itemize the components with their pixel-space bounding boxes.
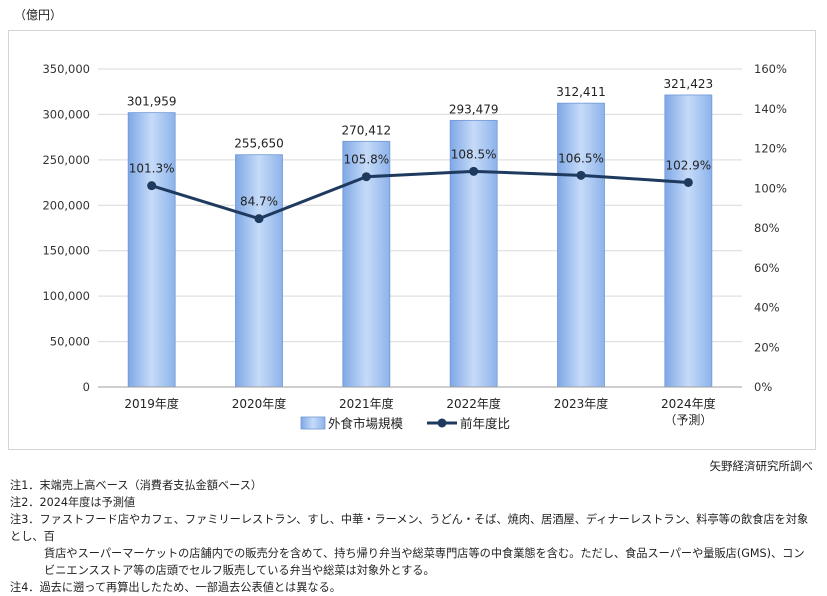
bar-value-label: 312,411: [556, 85, 606, 99]
bar: [664, 94, 713, 388]
y-right-tick-label: 20%: [754, 340, 780, 354]
x-tick-label: 2019年度: [124, 396, 179, 411]
y-axis-unit-label: （億円）: [14, 8, 63, 22]
y-left-tick-label: 150,000: [42, 244, 90, 258]
gridlines: [98, 68, 742, 343]
x-tick-label: 2024年度: [661, 396, 716, 411]
ratio-value-label: 84.7%: [240, 195, 278, 209]
note-3-cont-1: 貨店やスーパーマーケットの店舗内での販売分を含めて、持ち帰り弁当や総菜専門店等の…: [44, 547, 805, 560]
y-left-tick-label: 350,000: [42, 62, 90, 76]
y-left-tick-label: 100,000: [42, 289, 90, 303]
y-left-tick-label: 300,000: [42, 107, 90, 121]
x-tick-label: 2023年度: [554, 396, 609, 411]
legend-line-marker: [437, 418, 447, 428]
legend-line-label: 前年度比: [460, 416, 510, 431]
bar-series: [127, 94, 713, 388]
ratio-value-label: 106.5%: [558, 151, 604, 165]
y-right-tick-label: 160%: [754, 62, 787, 76]
note-3: 注3．ファストフード店やカフェ、ファミリーレストラン、すし、中華・ラーメン、うど…: [10, 513, 809, 543]
y-right-tick-label: 100%: [754, 181, 787, 195]
x-tick-label: 2020年度: [232, 396, 287, 411]
bar: [557, 102, 605, 388]
y-left-tick-label: 0: [83, 380, 90, 394]
ratio-point: [147, 181, 157, 191]
bar-value-label: 255,650: [234, 137, 284, 151]
data-labels: 301,959 255,650 270,412 293,479 312,411 321,4…: [127, 77, 713, 209]
note-4: 注4．過去に遡って再算出したため、一部過去公表値とは異なる。: [10, 581, 341, 594]
y-right-tick-label: 0%: [754, 380, 772, 394]
bar-value-label: 321,423: [664, 77, 714, 91]
ratio-point: [469, 166, 479, 176]
note-2: 注2．2024年度は予測値: [10, 496, 136, 509]
note-3-cont-2: ビニエンスストア等の店頭でセルフ販売している弁当や総菜は対象外とする。: [44, 564, 435, 577]
ratio-point: [361, 172, 371, 182]
y-left-tick-label: 50,000: [50, 335, 90, 349]
y-left-tick-label: 200,000: [42, 198, 90, 212]
ratio-value-label: 101.3%: [129, 162, 175, 176]
legend-bar-label: 外食市場規模: [328, 416, 404, 431]
ratio-point: [254, 214, 264, 224]
x-tick-label: 2021年度: [339, 396, 394, 411]
y-right-tick-label: 120%: [754, 142, 787, 156]
axes: 0 50,000 100,000 150,000 200,000 250,000 300,0…: [42, 62, 787, 427]
bar-value-label: 270,412: [342, 123, 392, 137]
x-tick-sublabel: （予測）: [664, 413, 712, 427]
bar-value-label: 301,959: [127, 95, 177, 109]
x-tick-label: 2022年度: [446, 396, 501, 411]
chart-frame: 0 50,000 100,000 150,000 200,000 250,000 300,0…: [8, 30, 816, 450]
ratio-point: [683, 177, 693, 187]
ratio-line: [151, 169, 689, 221]
ratio-value-label: 102.9%: [665, 158, 711, 172]
ratio-value-label: 105.8%: [343, 153, 389, 167]
y-right-tick-label: 40%: [754, 301, 780, 315]
notes: 注1．末端売上高ベース（消費者支払金額ベース） 注2．2024年度は予測値 注3…: [10, 477, 815, 596]
legend-bar-swatch: [300, 416, 326, 430]
y-right-tick-label: 60%: [754, 261, 780, 275]
legend: 外食市場規模 前年度比: [300, 416, 510, 431]
y-right-tick-label: 140%: [754, 102, 787, 116]
bar-value-label: 293,479: [449, 102, 499, 116]
source-label: 矢野経済研究所調べ: [709, 459, 814, 473]
ratio-point: [576, 170, 586, 180]
note-1: 注1．末端売上高ベース（消費者支払金額ベース）: [10, 479, 263, 492]
line-series: [147, 166, 693, 224]
ratio-value-label: 108.5%: [451, 147, 497, 161]
combo-chart: 0 50,000 100,000 150,000 200,000 250,000 300,0…: [42, 62, 787, 431]
y-right-tick-label: 80%: [754, 221, 780, 235]
bar: [235, 154, 283, 388]
y-left-tick-label: 250,000: [42, 153, 90, 167]
bar: [127, 112, 176, 388]
bar: [449, 119, 498, 388]
